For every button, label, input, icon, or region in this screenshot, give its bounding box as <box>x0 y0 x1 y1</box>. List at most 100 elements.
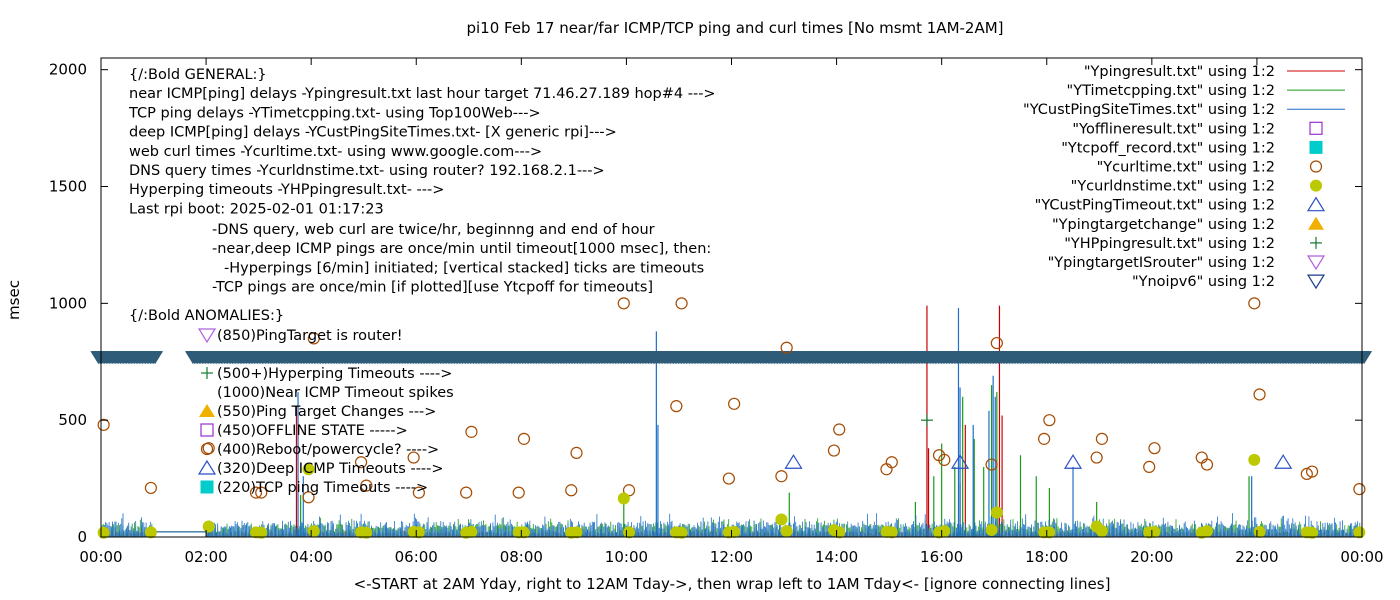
x-tick-label: 10:00 <box>605 548 648 566</box>
data-point <box>1253 525 1266 538</box>
data-point <box>249 486 263 499</box>
general-note: Hyperping timeouts -YHPpingresult.txt- -… <box>129 182 444 198</box>
noipv6-band <box>90 351 1373 365</box>
legend-label: "YCustPingTimeout.txt" using 1:2 <box>1035 198 1275 214</box>
data-point <box>412 486 425 499</box>
series-points-open-triangle-up <box>784 454 1293 469</box>
data-point <box>1148 442 1161 455</box>
legend-label: "YTimetcpping.txt" using 1:2 <box>1067 83 1275 99</box>
data-point <box>565 484 578 497</box>
data-point <box>784 454 803 469</box>
data-point <box>1038 432 1051 445</box>
x-tick-label: 22:00 <box>1235 548 1278 566</box>
legend-marker <box>1308 216 1324 230</box>
rule-note: -DNS query, web curl are twice/hr, begin… <box>212 222 655 238</box>
x-axis-label: <-START at 2AM Yday, right to 12AM Tday-… <box>354 575 1111 593</box>
data-point <box>728 525 741 538</box>
data-point <box>465 425 478 438</box>
rule-note: -Hyperpings [6/min] initiated; [vertical… <box>224 260 704 276</box>
x-tick-label: 04:00 <box>290 548 333 566</box>
data-point <box>1063 454 1083 469</box>
y-tick-label: 0 <box>77 528 87 546</box>
anomaly-marker <box>197 459 217 475</box>
legend-entry: "YpingtargetISrouter" using 1:2 <box>1048 255 1326 271</box>
legend-label: "Ypingtargetchange" using 1:2 <box>1052 217 1275 233</box>
general-note: near ICMP[ping] delays -Ypingresult.txt … <box>129 86 716 102</box>
y-tick-label: 2000 <box>49 61 87 79</box>
y-tick-label: 1500 <box>49 178 87 196</box>
legend-label: "Ynoipv6" using 1:2 <box>1132 274 1275 290</box>
legend-marker <box>1309 121 1323 135</box>
x-tick-label: 06:00 <box>395 548 438 566</box>
legend-marker <box>1309 160 1323 173</box>
data-point <box>307 525 320 538</box>
data-point <box>990 336 1003 350</box>
data-point <box>880 463 893 476</box>
data-point <box>617 492 630 505</box>
legend-entry: "Ycurltime.txt" using 1:2 <box>1097 160 1323 176</box>
legend-entry: "Yofflineresult.txt" using 1:2 <box>1072 121 1323 137</box>
x-tick-label: 16:00 <box>920 548 963 566</box>
data-point <box>144 481 158 495</box>
y-axis-label: msec <box>5 280 23 320</box>
anomaly-note: (500+)Hyperping Timeouts ----> <box>217 366 452 382</box>
data-point <box>728 397 741 410</box>
anomaly-note: (1000)Near ICMP Timeout spikes <box>217 385 454 401</box>
data-point <box>302 463 315 476</box>
data-point <box>1248 297 1261 310</box>
x-tick-label: 00:00 <box>79 548 122 566</box>
rule-note: -TCP pings are once/min [if plotted][use… <box>212 280 653 296</box>
plot-area <box>90 57 1373 539</box>
legend-entry: "Ypingresult.txt" using 1:2 <box>1084 64 1345 80</box>
data-point <box>1143 460 1156 474</box>
legend-entry: "YCustPingTimeout.txt" using 1:2 <box>1035 196 1326 214</box>
x-tick-label: 08:00 <box>500 548 543 566</box>
data-point <box>1148 525 1161 538</box>
data-point <box>97 418 110 431</box>
anomaly-marker <box>200 480 214 494</box>
rule-note: -near,deep ICMP pings are once/min until… <box>212 241 711 257</box>
data-point <box>985 458 998 471</box>
data-point <box>938 453 951 466</box>
legend-label: "Ycurltime.txt" using 1:2 <box>1097 160 1275 176</box>
x-tick-label: 18:00 <box>1025 548 1068 566</box>
data-point <box>354 456 368 469</box>
general-note: {/:Bold GENERAL:} <box>129 67 267 83</box>
data-point <box>775 470 788 483</box>
x-tick-label: 00:00 <box>1340 548 1383 566</box>
data-point <box>1195 451 1208 464</box>
legend-label: "YpingtargetISrouter" using 1:2 <box>1048 255 1275 271</box>
legend-entry: "YHPpingresult.txt" using 1:2 <box>1064 236 1322 252</box>
legend-marker <box>1306 274 1326 290</box>
legend-marker <box>1306 196 1326 212</box>
data-point <box>920 414 933 427</box>
data-point <box>780 525 793 538</box>
legend-label: "Ypingresult.txt" using 1:2 <box>1084 64 1275 80</box>
data-point <box>885 456 898 469</box>
data-point <box>307 332 320 345</box>
data-point <box>1300 467 1313 481</box>
chart-title: pi10 Feb 17 near/far ICMP/TCP ping and c… <box>466 19 1003 37</box>
series-points-plus <box>920 414 933 427</box>
anomaly-note: (850)PingTarget is router! <box>217 328 403 344</box>
x-tick-label: 02:00 <box>184 548 227 566</box>
legend-entry: "YCustPingSiteTimes.txt" using 1:2 <box>1023 102 1345 118</box>
anomaly-note: (320)Deep ICMP Timeouts ----> <box>217 461 444 477</box>
data-point <box>990 506 1003 519</box>
legend-marker <box>1306 255 1326 271</box>
data-point <box>938 525 951 538</box>
legend-label: "Yofflineresult.txt" using 1:2 <box>1072 121 1275 137</box>
anomaly-marker <box>197 328 217 344</box>
data-point <box>460 486 473 499</box>
x-tick-label: 12:00 <box>710 548 753 566</box>
y-tick-label: 500 <box>58 411 87 429</box>
legend-marker <box>1310 236 1322 249</box>
anomaly-note: (550)Ping Target Changes ---> <box>217 404 436 420</box>
data-point <box>1353 483 1366 496</box>
legend-entry: "Ynoipv6" using 1:2 <box>1132 274 1326 290</box>
x-tick-label: 20:00 <box>1130 548 1173 566</box>
legend-entry: "Ycurldnstime.txt" using 1:2 <box>1071 179 1322 195</box>
data-point <box>775 513 788 526</box>
data-point <box>1095 525 1108 538</box>
anomaly-marker <box>199 404 215 417</box>
